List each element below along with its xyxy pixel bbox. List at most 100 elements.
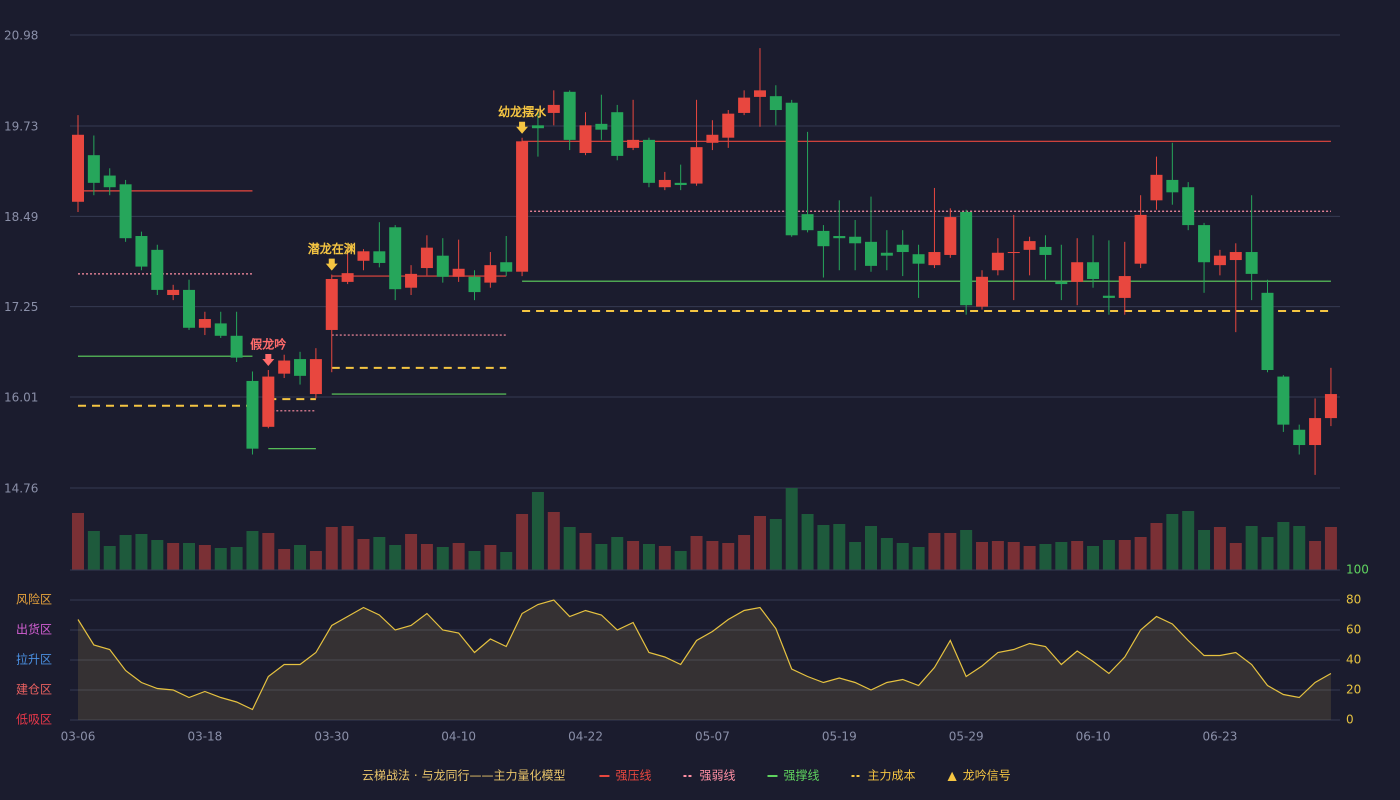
volume-bar <box>135 534 148 570</box>
volume-bar <box>167 543 180 570</box>
candle-body <box>135 236 148 267</box>
volume-bar <box>674 551 687 570</box>
candle-body <box>1293 429 1306 446</box>
signal-arrow <box>516 121 529 134</box>
zone-label: 风险区 <box>16 592 52 607</box>
candle-body <box>1007 252 1020 254</box>
signal-label: 潜龙在渊 <box>308 241 356 256</box>
indicator-tick-label: 20 <box>1346 683 1361 697</box>
candle-body <box>325 278 338 330</box>
volume-bar <box>579 533 592 570</box>
volume-bar <box>436 547 449 570</box>
candle-body <box>420 247 433 269</box>
volume-bar <box>468 551 481 570</box>
volume-bar <box>880 538 893 570</box>
candle-body <box>563 91 576 140</box>
candle-body <box>1055 281 1068 285</box>
legend-label: 强压线 <box>615 769 651 783</box>
candle-body <box>405 273 418 288</box>
candle-body <box>801 214 814 231</box>
candle-body <box>674 182 687 186</box>
candle-body <box>547 104 560 113</box>
signal-label: 幼龙摆水 <box>498 104 547 119</box>
volume-bar <box>1229 543 1242 570</box>
candle-body <box>817 230 830 247</box>
zone-label: 出货区 <box>16 622 52 637</box>
volume-bar <box>420 544 433 570</box>
volume-bar <box>1023 546 1036 570</box>
volume-bar <box>484 545 497 570</box>
y-tick-label: 16.01 <box>4 390 38 404</box>
candle-body <box>167 289 180 296</box>
candle-body <box>976 276 989 307</box>
candle-body <box>309 359 322 395</box>
volume-bar <box>944 533 957 570</box>
candle-body <box>753 90 766 97</box>
volume-bar <box>1245 526 1258 570</box>
candle-body <box>230 335 243 358</box>
candle-body <box>960 211 973 306</box>
volume-bar <box>72 513 84 570</box>
volume-bar <box>658 546 671 570</box>
legend-title: 云梯战法 · 与龙同行——主力量化模型 <box>362 769 565 783</box>
volume-bar <box>912 547 925 570</box>
volume-bar <box>722 543 735 570</box>
volume-bar <box>500 552 513 570</box>
candle-body <box>865 241 877 266</box>
candle-body <box>357 251 370 261</box>
x-tick-label: 04-22 <box>568 730 603 744</box>
volume-bar <box>706 541 719 570</box>
volume-bar <box>1293 526 1306 570</box>
candle-body <box>1039 246 1052 255</box>
candle-body <box>1071 262 1084 282</box>
candle-body <box>1245 252 1258 274</box>
volume-bar <box>1150 523 1163 570</box>
volume-bar <box>1087 546 1100 570</box>
candle-body <box>1309 418 1322 446</box>
volume-bar <box>452 543 465 570</box>
y-tick-label: 18.49 <box>4 210 38 224</box>
candle-body <box>72 134 84 202</box>
candle-body <box>516 141 529 272</box>
candle-body <box>579 125 592 153</box>
indicator-tick-label: 80 <box>1346 593 1361 607</box>
y-tick-label: 19.73 <box>4 120 38 134</box>
volume-bar <box>1071 541 1084 570</box>
candle-body <box>1023 241 1036 250</box>
volume-bar <box>738 535 751 570</box>
legend-label: 龙吟信号 <box>963 768 1011 783</box>
candle-body <box>738 97 751 113</box>
candle-body <box>103 175 116 188</box>
volume-bar <box>214 548 227 570</box>
volume-bar <box>801 514 814 570</box>
volume-bar <box>294 545 307 570</box>
candle-body <box>912 254 925 264</box>
x-tick-label: 03-06 <box>61 730 96 744</box>
indicator-tick-label: 100 <box>1346 563 1369 577</box>
candle-body <box>1118 276 1131 298</box>
candle-body <box>944 217 957 255</box>
indicator-line <box>77 599 1332 711</box>
volume-bar <box>278 549 291 570</box>
candle-body <box>183 289 196 328</box>
volume-bar <box>563 527 576 570</box>
candle-body <box>1134 214 1147 264</box>
volume-bar <box>1007 542 1020 570</box>
volume-bar <box>865 526 877 570</box>
candle-body <box>294 359 307 376</box>
candle-body <box>706 134 719 143</box>
volume-bar <box>1118 540 1131 570</box>
candle-body <box>198 319 211 328</box>
x-tick-label: 03-30 <box>314 730 349 744</box>
volume-bar <box>960 530 973 570</box>
candle-body <box>389 227 402 290</box>
x-tick-label: 06-10 <box>1076 730 1111 744</box>
legend-label: 强弱线 <box>699 769 735 783</box>
volume-bar <box>151 540 164 570</box>
volume-bar <box>309 551 322 570</box>
volume-bar <box>1198 530 1211 570</box>
volume-bar <box>183 543 196 570</box>
volume-bar <box>1277 522 1290 570</box>
candle-body <box>531 125 544 129</box>
